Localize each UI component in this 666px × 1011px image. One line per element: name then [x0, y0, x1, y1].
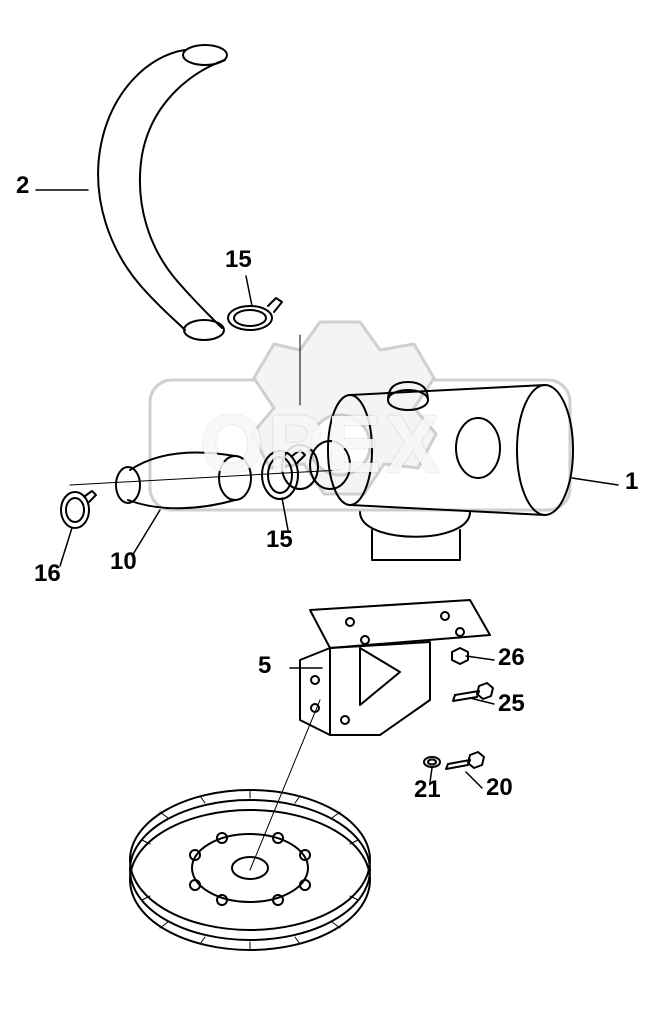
part-16-clamp [61, 491, 96, 528]
callout-25: 25 [498, 690, 525, 718]
part-2-intake-hose [98, 45, 227, 340]
assembly-axis-horizontal [70, 470, 340, 485]
callout-26: 26 [498, 644, 525, 672]
part-15-clamp-upper [228, 298, 282, 330]
part-10-outlet-hose [116, 453, 251, 509]
diagram-canvas: OPEX 2 15 1 15 10 16 5 26 25 21 20 [0, 0, 666, 1011]
callout-10: 10 [110, 548, 137, 576]
callout-16: 16 [34, 560, 61, 588]
callout-1: 1 [625, 468, 638, 496]
callout-21: 21 [414, 776, 441, 804]
callout-15-lower: 15 [266, 526, 293, 554]
assembly-axis-bracket [250, 700, 320, 870]
part-21-washer [424, 757, 440, 767]
callout-15-upper: 15 [225, 246, 252, 274]
callout-5: 5 [258, 652, 271, 680]
exploded-view-svg [0, 0, 666, 1011]
watermark-badge [150, 322, 570, 510]
part-20-bolt [446, 752, 484, 769]
callout-2: 2 [16, 172, 29, 200]
part-5-bracket [300, 600, 490, 735]
callout-20: 20 [486, 774, 513, 802]
